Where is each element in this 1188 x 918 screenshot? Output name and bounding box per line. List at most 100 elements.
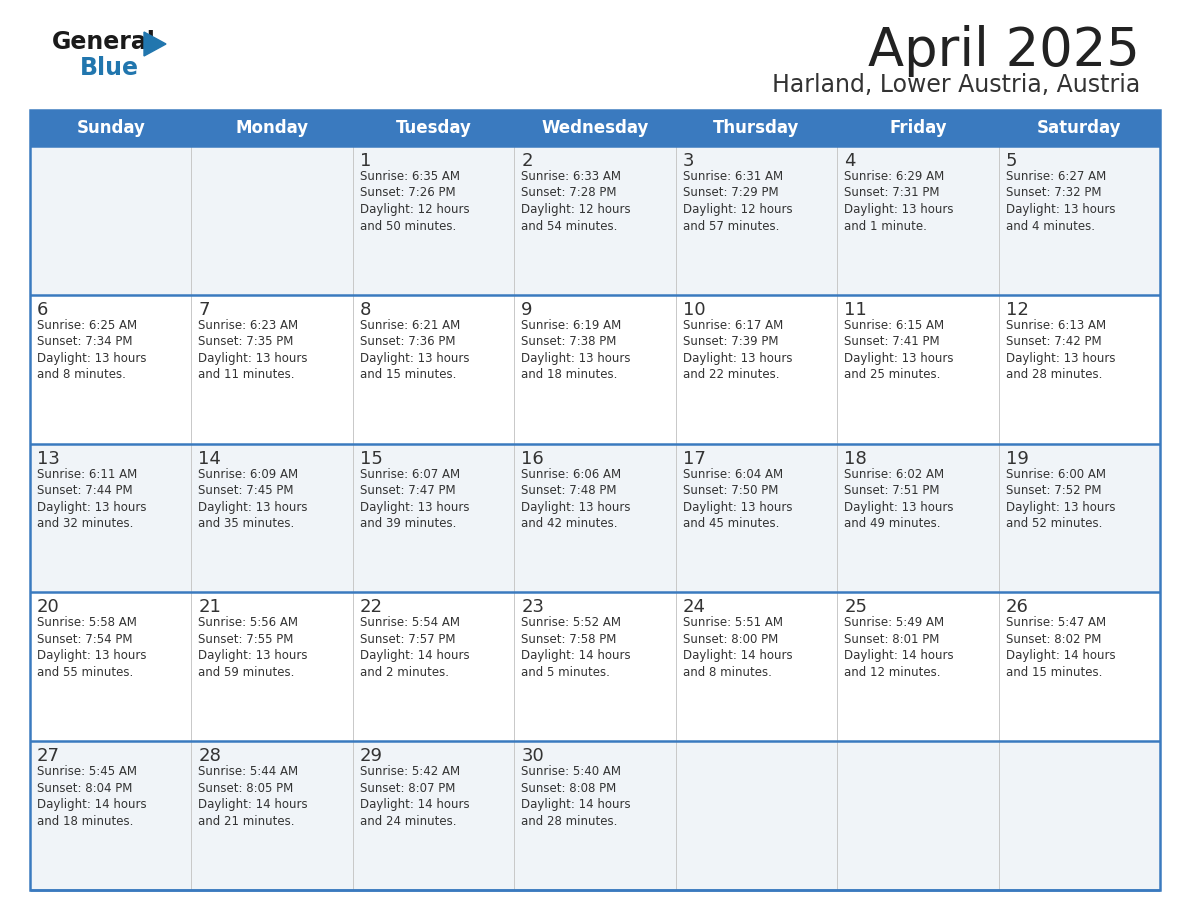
Text: and 35 minutes.: and 35 minutes. [198, 517, 295, 530]
Text: Sunrise: 6:29 AM: Sunrise: 6:29 AM [845, 170, 944, 183]
Text: and 18 minutes.: and 18 minutes. [522, 368, 618, 381]
Text: 3: 3 [683, 152, 694, 170]
Bar [30, 295, 1159, 443]
Text: and 21 minutes.: and 21 minutes. [198, 814, 295, 828]
Text: Daylight: 13 hours: Daylight: 13 hours [683, 500, 792, 513]
Text: and 28 minutes.: and 28 minutes. [522, 814, 618, 828]
Text: and 2 minutes.: and 2 minutes. [360, 666, 449, 679]
Text: and 15 minutes.: and 15 minutes. [360, 368, 456, 381]
Text: Sunrise: 6:13 AM: Sunrise: 6:13 AM [1005, 319, 1106, 331]
Text: 11: 11 [845, 301, 867, 319]
Text: Daylight: 14 hours: Daylight: 14 hours [360, 798, 469, 812]
Text: Daylight: 13 hours: Daylight: 13 hours [522, 352, 631, 364]
Text: Daylight: 14 hours: Daylight: 14 hours [522, 798, 631, 812]
Bar [30, 443, 1159, 592]
Text: Sunrise: 5:54 AM: Sunrise: 5:54 AM [360, 616, 460, 630]
Text: Sunrise: 6:33 AM: Sunrise: 6:33 AM [522, 170, 621, 183]
Text: 21: 21 [198, 599, 221, 616]
Text: 28: 28 [198, 747, 221, 766]
Text: Sunset: 7:52 PM: Sunset: 7:52 PM [1005, 484, 1101, 498]
Text: 6: 6 [37, 301, 49, 319]
Text: and 39 minutes.: and 39 minutes. [360, 517, 456, 530]
Text: 5: 5 [1005, 152, 1017, 170]
Polygon shape [144, 32, 166, 56]
Text: Sunset: 7:51 PM: Sunset: 7:51 PM [845, 484, 940, 498]
Text: 1: 1 [360, 152, 371, 170]
Text: Sunrise: 6:00 AM: Sunrise: 6:00 AM [1005, 467, 1106, 481]
Text: and 50 minutes.: and 50 minutes. [360, 219, 456, 232]
Text: Sunrise: 6:11 AM: Sunrise: 6:11 AM [37, 467, 138, 481]
Text: Sunrise: 5:58 AM: Sunrise: 5:58 AM [37, 616, 137, 630]
Text: Sunset: 7:31 PM: Sunset: 7:31 PM [845, 186, 940, 199]
Text: 29: 29 [360, 747, 383, 766]
Text: and 11 minutes.: and 11 minutes. [198, 368, 295, 381]
Text: 17: 17 [683, 450, 706, 467]
Text: Sunrise: 6:21 AM: Sunrise: 6:21 AM [360, 319, 460, 331]
Text: 9: 9 [522, 301, 532, 319]
Text: Monday: Monday [235, 119, 309, 137]
Text: Sunrise: 6:15 AM: Sunrise: 6:15 AM [845, 319, 944, 331]
Text: and 54 minutes.: and 54 minutes. [522, 219, 618, 232]
Text: General: General [52, 30, 156, 54]
Text: Daylight: 13 hours: Daylight: 13 hours [360, 352, 469, 364]
Text: 15: 15 [360, 450, 383, 467]
Text: Sunset: 7:29 PM: Sunset: 7:29 PM [683, 186, 778, 199]
Text: Daylight: 14 hours: Daylight: 14 hours [522, 649, 631, 663]
Bar [30, 110, 1159, 146]
Bar [30, 741, 1159, 890]
Text: Sunset: 7:47 PM: Sunset: 7:47 PM [360, 484, 455, 498]
Text: 25: 25 [845, 599, 867, 616]
Text: and 24 minutes.: and 24 minutes. [360, 814, 456, 828]
Text: Sunset: 8:08 PM: Sunset: 8:08 PM [522, 782, 617, 795]
Text: and 52 minutes.: and 52 minutes. [1005, 517, 1102, 530]
Text: Daylight: 13 hours: Daylight: 13 hours [198, 649, 308, 663]
Text: Sunset: 7:45 PM: Sunset: 7:45 PM [198, 484, 293, 498]
Text: Daylight: 12 hours: Daylight: 12 hours [360, 203, 469, 216]
Text: Thursday: Thursday [713, 119, 800, 137]
Text: Sunrise: 6:31 AM: Sunrise: 6:31 AM [683, 170, 783, 183]
Text: Wednesday: Wednesday [542, 119, 649, 137]
Text: 24: 24 [683, 599, 706, 616]
Text: Tuesday: Tuesday [396, 119, 472, 137]
Text: Sunset: 8:01 PM: Sunset: 8:01 PM [845, 633, 940, 646]
Text: and 12 minutes.: and 12 minutes. [845, 666, 941, 679]
Bar [30, 110, 1159, 890]
Text: 12: 12 [1005, 301, 1029, 319]
Text: Sunrise: 6:35 AM: Sunrise: 6:35 AM [360, 170, 460, 183]
Text: Harland, Lower Austria, Austria: Harland, Lower Austria, Austria [772, 73, 1140, 97]
Text: April 2025: April 2025 [868, 25, 1140, 77]
Text: and 32 minutes.: and 32 minutes. [37, 517, 133, 530]
Text: Sunset: 7:42 PM: Sunset: 7:42 PM [1005, 335, 1101, 348]
Text: and 45 minutes.: and 45 minutes. [683, 517, 779, 530]
Bar [30, 592, 1159, 741]
Text: 16: 16 [522, 450, 544, 467]
Text: Sunset: 8:07 PM: Sunset: 8:07 PM [360, 782, 455, 795]
Text: Daylight: 13 hours: Daylight: 13 hours [1005, 203, 1116, 216]
Text: Sunset: 7:28 PM: Sunset: 7:28 PM [522, 186, 617, 199]
Text: 27: 27 [37, 747, 61, 766]
Text: Sunrise: 6:17 AM: Sunrise: 6:17 AM [683, 319, 783, 331]
Text: Sunset: 7:26 PM: Sunset: 7:26 PM [360, 186, 455, 199]
Text: Sunset: 7:44 PM: Sunset: 7:44 PM [37, 484, 133, 498]
Bar [30, 146, 1159, 295]
Text: Sunset: 7:57 PM: Sunset: 7:57 PM [360, 633, 455, 646]
Text: Daylight: 13 hours: Daylight: 13 hours [1005, 352, 1116, 364]
Text: Sunset: 7:34 PM: Sunset: 7:34 PM [37, 335, 133, 348]
Text: Daylight: 14 hours: Daylight: 14 hours [845, 649, 954, 663]
Text: Daylight: 13 hours: Daylight: 13 hours [198, 500, 308, 513]
Text: Daylight: 13 hours: Daylight: 13 hours [360, 500, 469, 513]
Text: and 4 minutes.: and 4 minutes. [1005, 219, 1094, 232]
Text: 18: 18 [845, 450, 867, 467]
Text: Daylight: 13 hours: Daylight: 13 hours [37, 500, 146, 513]
Text: 10: 10 [683, 301, 706, 319]
Text: and 25 minutes.: and 25 minutes. [845, 368, 941, 381]
Text: 30: 30 [522, 747, 544, 766]
Text: Sunset: 7:36 PM: Sunset: 7:36 PM [360, 335, 455, 348]
Text: Sunrise: 6:25 AM: Sunrise: 6:25 AM [37, 319, 137, 331]
Text: 20: 20 [37, 599, 59, 616]
Text: and 42 minutes.: and 42 minutes. [522, 517, 618, 530]
Text: and 18 minutes.: and 18 minutes. [37, 814, 133, 828]
Text: Sunset: 7:39 PM: Sunset: 7:39 PM [683, 335, 778, 348]
Text: Sunrise: 5:49 AM: Sunrise: 5:49 AM [845, 616, 944, 630]
Text: 14: 14 [198, 450, 221, 467]
